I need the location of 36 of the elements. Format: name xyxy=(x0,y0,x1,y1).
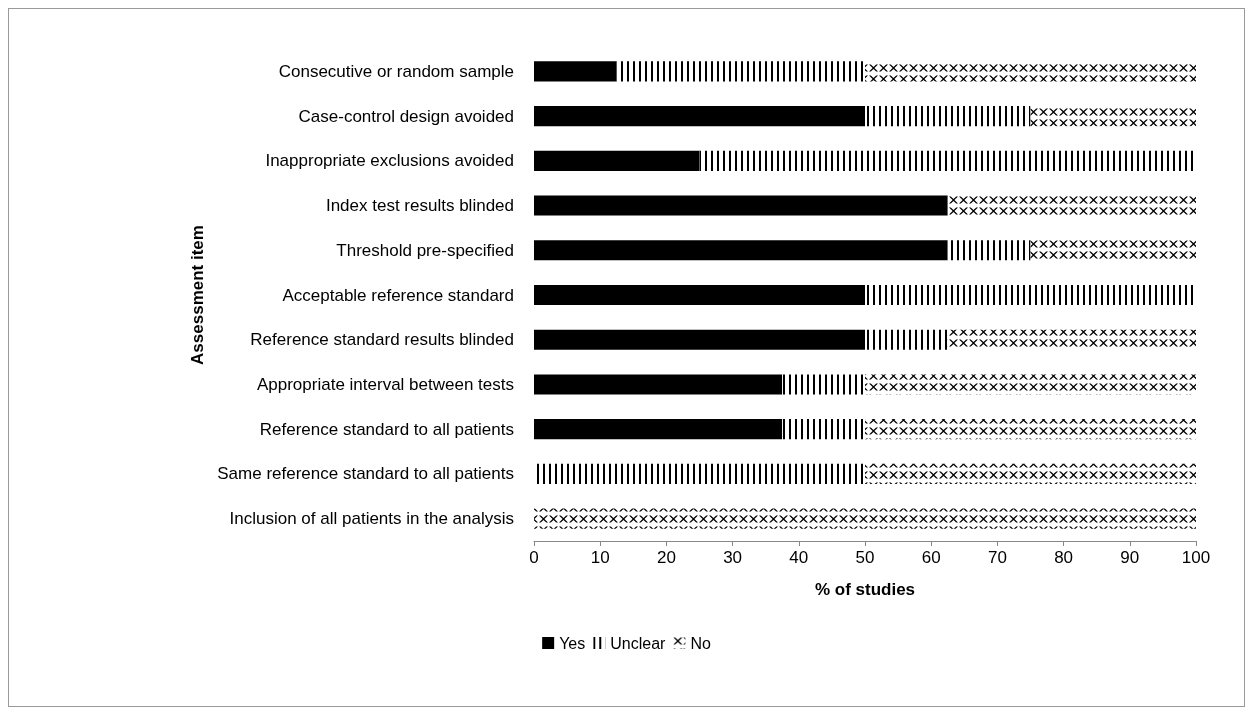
bar xyxy=(534,374,783,395)
y-tick-label: Threshold pre-specified xyxy=(336,240,514,260)
x-tick-label: 90 xyxy=(1120,548,1140,567)
bar xyxy=(534,150,700,171)
y-axis-title: Assessment item xyxy=(188,225,208,365)
y-tick-label: Index test results blinded xyxy=(325,196,514,216)
y-tick-label: Inclusion of all patients in the analysis xyxy=(229,509,514,529)
bar xyxy=(534,329,865,350)
x-tick-label: 80 xyxy=(1054,548,1074,567)
legend-label: No xyxy=(690,634,711,652)
x-axis-title: % of studies xyxy=(814,580,916,599)
bar xyxy=(534,195,948,216)
x-tick-label: 60 xyxy=(921,548,941,567)
x-tick-label: 0 xyxy=(529,548,539,567)
y-tick-label: Case-control design avoided xyxy=(298,106,514,126)
y-tick-label: Inappropriate exclusions avoided xyxy=(265,151,514,171)
bar xyxy=(534,419,783,440)
bar xyxy=(534,240,948,261)
y-tick-label: Acceptable reference standard xyxy=(282,285,514,305)
bar xyxy=(534,106,865,127)
x-tick-label: 100 xyxy=(1181,548,1211,567)
x-tick-label: 70 xyxy=(987,548,1007,567)
bar xyxy=(534,61,617,82)
x-tick-label: 40 xyxy=(789,548,809,567)
y-tick-label: Appropriate interval between tests xyxy=(256,374,514,394)
x-tick-label: 10 xyxy=(590,548,610,567)
bar xyxy=(534,284,865,306)
y-tick-label: Same reference standard to all patients xyxy=(217,464,514,484)
x-tick-label: 50 xyxy=(855,548,875,567)
y-tick-label: Reference standard results blinded xyxy=(250,330,514,350)
y-tick-label: Reference standard to all patients xyxy=(259,419,514,439)
legend-label: Yes xyxy=(559,634,586,652)
x-tick-label: 30 xyxy=(723,548,743,567)
legend-label: Unclear xyxy=(610,634,667,652)
x-tick-label: 20 xyxy=(656,548,676,567)
y-tick-label: Consecutive or random sample xyxy=(278,61,514,81)
